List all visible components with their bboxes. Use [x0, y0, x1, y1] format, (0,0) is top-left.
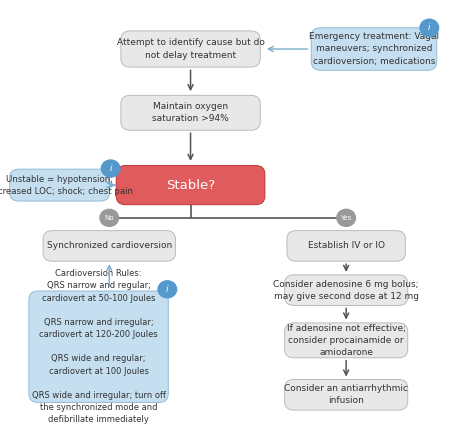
Circle shape [420, 19, 438, 36]
Text: Synchronized cardioversion: Synchronized cardioversion [46, 241, 172, 250]
Circle shape [100, 209, 118, 227]
Text: No: No [104, 215, 114, 221]
Text: Attempt to identify cause but do
not delay treatment: Attempt to identify cause but do not del… [117, 39, 264, 59]
FancyBboxPatch shape [287, 230, 405, 261]
Text: Unstable = hypotension;
decreased LOC; shock; chest pain: Unstable = hypotension; decreased LOC; s… [0, 174, 133, 196]
FancyBboxPatch shape [311, 28, 437, 70]
FancyBboxPatch shape [284, 275, 408, 306]
Circle shape [101, 160, 120, 177]
FancyBboxPatch shape [121, 31, 260, 67]
Text: i: i [428, 23, 430, 32]
Text: Consider adenosine 6 mg bolus;
may give second dose at 12 mg: Consider adenosine 6 mg bolus; may give … [273, 279, 419, 301]
Text: Emergency treatment: Vagal
maneuvers; synchronized
cardioversion; medications: Emergency treatment: Vagal maneuvers; sy… [309, 33, 439, 66]
Text: Yes: Yes [340, 215, 352, 221]
FancyBboxPatch shape [284, 379, 408, 410]
Text: Establish IV or IO: Establish IV or IO [308, 241, 385, 250]
Circle shape [158, 281, 177, 298]
FancyBboxPatch shape [121, 95, 260, 130]
FancyBboxPatch shape [116, 165, 265, 205]
Text: Stable?: Stable? [166, 179, 215, 191]
Text: i: i [109, 164, 112, 173]
FancyBboxPatch shape [284, 323, 408, 358]
Text: Cardioversion Rules:
QRS narrow and regular;
cardiovert at 50-100 Joules

QRS na: Cardioversion Rules: QRS narrow and regu… [32, 270, 165, 424]
Text: If adenosine not effective;
consider procainamide or
amiodarone: If adenosine not effective; consider pro… [287, 324, 406, 357]
Text: Consider an antiarrhythmic
infusion: Consider an antiarrhythmic infusion [284, 384, 408, 405]
FancyBboxPatch shape [29, 291, 168, 402]
Circle shape [337, 209, 356, 227]
Text: i: i [166, 285, 169, 294]
Text: Maintain oxygen
saturation >94%: Maintain oxygen saturation >94% [152, 102, 229, 123]
FancyBboxPatch shape [9, 169, 109, 201]
FancyBboxPatch shape [43, 230, 175, 261]
